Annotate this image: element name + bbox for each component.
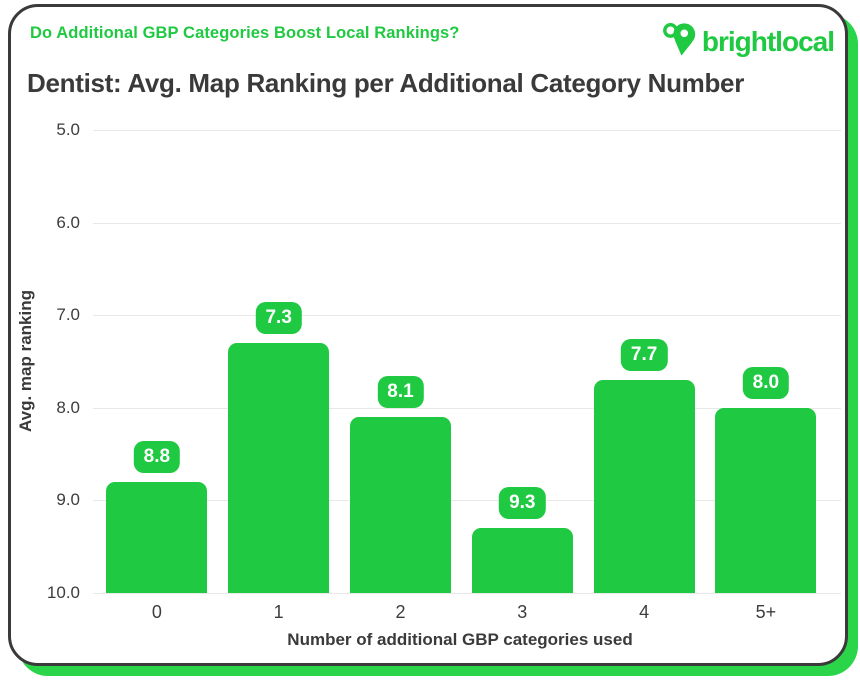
bar [715, 407, 817, 593]
x-tick-label: 0 [151, 602, 162, 622]
x-tick-label: 3 [517, 602, 528, 622]
x-tick-label: 2 [395, 602, 406, 622]
gridline [93, 130, 841, 131]
y-tick-label: 6.0 [56, 212, 80, 232]
brightlocal-pin-heart-icon [661, 20, 699, 63]
brand-logo: brightlocal [661, 20, 835, 63]
x-tick-label: 1 [273, 602, 284, 622]
gridline [93, 593, 841, 594]
bar-value-badge: 8.1 [377, 376, 424, 409]
chart-title: Dentist: Avg. Map Ranking per Additional… [27, 68, 745, 98]
gridline [93, 222, 841, 224]
bar-value-badge: 7.3 [255, 301, 302, 334]
bar-value-badge: 8.0 [742, 366, 790, 399]
y-tick-label: 9.0 [56, 490, 80, 510]
x-tick-label: 4 [639, 602, 650, 622]
bar-value-badge: 9.3 [499, 487, 546, 520]
bar-value-badge: 7.7 [620, 339, 668, 372]
bar [593, 380, 695, 593]
bar [471, 528, 573, 593]
y-tick-label: 10.0 [46, 583, 80, 602]
header-question: Do Additional GBP Categories Boost Local… [30, 24, 460, 42]
bar [228, 342, 330, 593]
y-tick-label: 5.0 [56, 120, 80, 139]
x-axis-title: Number of additional GBP categories used [287, 630, 633, 649]
gridline [93, 500, 841, 502]
gridline [93, 315, 841, 317]
brand-logo-text: brightlocal [701, 25, 835, 57]
gridline [93, 407, 841, 409]
x-tick-label: 5+ [755, 602, 777, 622]
y-tick-label: 8.0 [56, 397, 80, 417]
bar [106, 481, 208, 593]
bar [350, 417, 451, 593]
y-tick-label: 7.0 [56, 305, 80, 325]
bar-value-badge: 8.8 [133, 440, 181, 473]
